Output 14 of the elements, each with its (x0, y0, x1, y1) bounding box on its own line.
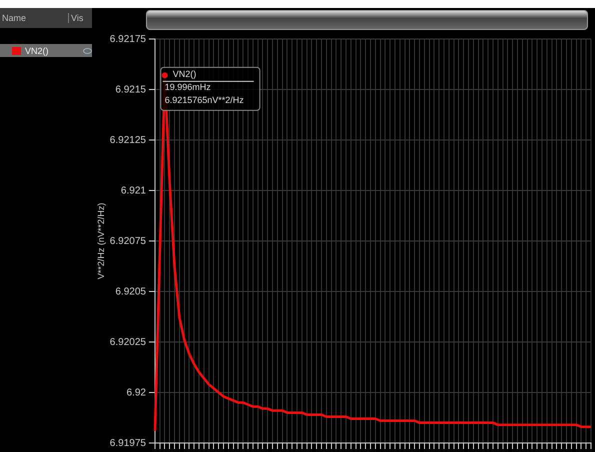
y-tick-label: 6.91975 (110, 438, 146, 449)
y-tick-label: 6.92075 (110, 236, 146, 247)
y-tick-label: 6.921 (120, 185, 146, 196)
y-axis-title: V**2/Hz (nV**2/Hz) (96, 202, 106, 280)
y-tick-label: 6.9205 (115, 286, 146, 298)
y-tick-label: 6.92 (126, 387, 146, 398)
legend-title: Name (0, 13, 69, 23)
annotation: VN2() 19.996mHz 6.9215765nV**2/Hz (164, 68, 244, 105)
y-tick-label: 6.92125 (110, 134, 146, 146)
text: Vis (70, 13, 84, 23)
y-tick-label: 6.92175 (110, 34, 146, 45)
y-tick-label: 6.9215 (115, 84, 146, 96)
y-tick-label: 6.92025 (110, 336, 146, 348)
legend-label: VN2() (25, 46, 50, 56)
